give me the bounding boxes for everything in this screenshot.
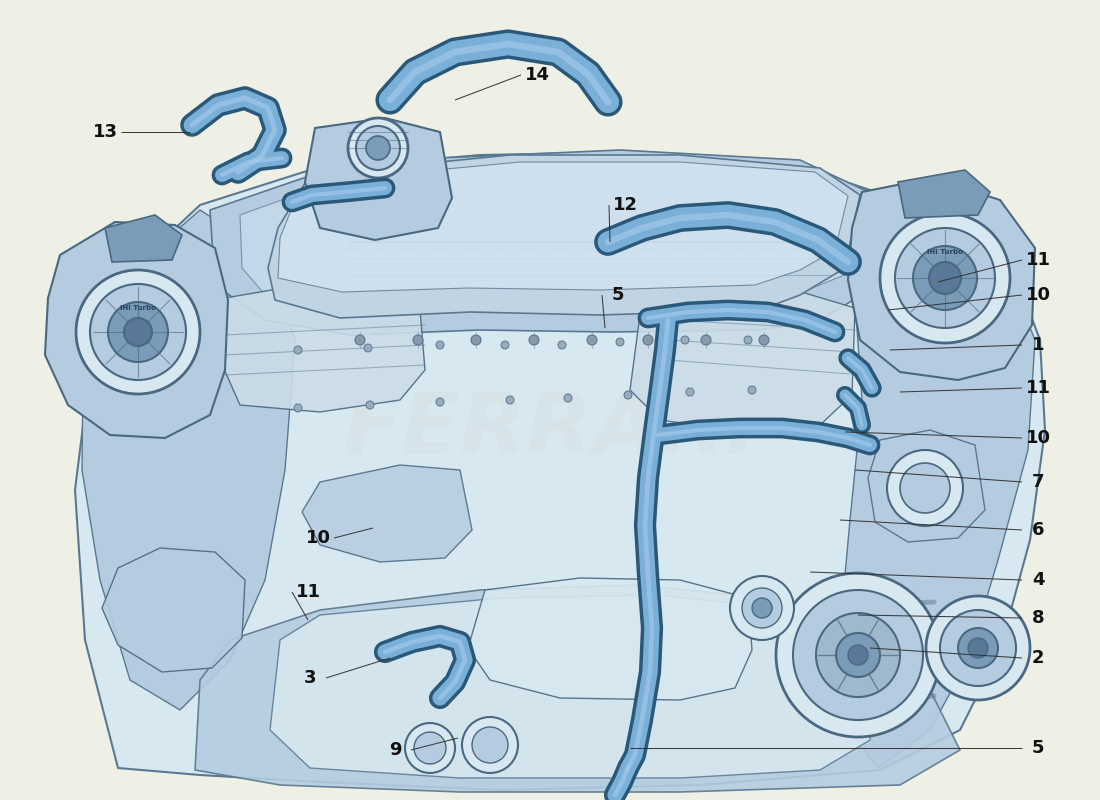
Polygon shape	[868, 430, 985, 542]
Polygon shape	[195, 585, 960, 792]
Polygon shape	[898, 170, 990, 218]
Circle shape	[742, 588, 782, 628]
Polygon shape	[840, 195, 1035, 768]
Circle shape	[752, 598, 772, 618]
Circle shape	[506, 396, 514, 404]
Circle shape	[412, 335, 424, 345]
Text: 8: 8	[1032, 609, 1044, 627]
Text: 11: 11	[1025, 379, 1050, 397]
Circle shape	[895, 228, 996, 328]
Circle shape	[436, 398, 444, 406]
Circle shape	[681, 336, 689, 344]
Circle shape	[887, 450, 962, 526]
Text: 10: 10	[306, 529, 330, 547]
Text: 2: 2	[1032, 649, 1044, 667]
Circle shape	[364, 344, 372, 352]
Text: 11: 11	[296, 583, 320, 601]
Circle shape	[816, 613, 900, 697]
Circle shape	[348, 118, 408, 178]
Text: 4: 4	[1032, 571, 1044, 589]
Polygon shape	[210, 150, 875, 335]
Circle shape	[776, 573, 940, 737]
Text: 14: 14	[525, 66, 550, 84]
Circle shape	[940, 610, 1016, 686]
Circle shape	[124, 318, 152, 346]
Text: 13: 13	[92, 123, 118, 141]
Text: 9: 9	[388, 741, 401, 759]
Circle shape	[90, 284, 186, 380]
Circle shape	[793, 590, 923, 720]
Circle shape	[355, 335, 365, 345]
Circle shape	[462, 717, 518, 773]
Circle shape	[472, 727, 508, 763]
Circle shape	[564, 394, 572, 402]
Circle shape	[644, 335, 653, 345]
Circle shape	[759, 335, 769, 345]
Circle shape	[414, 732, 446, 764]
Polygon shape	[270, 595, 870, 778]
Polygon shape	[278, 162, 848, 292]
Text: 10: 10	[1025, 429, 1050, 447]
Polygon shape	[104, 215, 182, 262]
Circle shape	[558, 341, 566, 349]
Circle shape	[744, 336, 752, 344]
Text: FERRARI: FERRARI	[342, 389, 758, 471]
Circle shape	[366, 401, 374, 409]
Circle shape	[294, 346, 302, 354]
Circle shape	[294, 404, 302, 412]
Circle shape	[471, 335, 481, 345]
Circle shape	[958, 628, 998, 668]
Circle shape	[500, 341, 509, 349]
Circle shape	[686, 388, 694, 396]
Circle shape	[913, 246, 977, 310]
Polygon shape	[220, 280, 425, 412]
Circle shape	[587, 335, 597, 345]
Circle shape	[405, 723, 455, 773]
Polygon shape	[302, 465, 472, 562]
Text: IHI Turbo: IHI Turbo	[927, 249, 962, 255]
Polygon shape	[630, 282, 855, 432]
Circle shape	[748, 386, 756, 394]
Polygon shape	[468, 578, 752, 700]
Text: IHI Turbo: IHI Turbo	[120, 305, 156, 311]
Polygon shape	[82, 210, 295, 710]
Circle shape	[848, 645, 868, 665]
Text: 6: 6	[1032, 521, 1044, 539]
Polygon shape	[305, 118, 452, 240]
Circle shape	[624, 391, 632, 399]
Text: 5: 5	[1032, 739, 1044, 757]
Text: 10: 10	[1025, 286, 1050, 304]
Text: 11: 11	[1025, 251, 1050, 269]
Polygon shape	[848, 178, 1035, 380]
Text: 5: 5	[612, 286, 625, 304]
Circle shape	[366, 136, 390, 160]
Circle shape	[76, 270, 200, 394]
Text: 12: 12	[613, 196, 638, 214]
Polygon shape	[75, 152, 1045, 790]
Circle shape	[880, 213, 1010, 343]
Circle shape	[730, 576, 794, 640]
Circle shape	[701, 335, 711, 345]
Circle shape	[836, 633, 880, 677]
Circle shape	[930, 262, 961, 294]
Text: 7: 7	[1032, 473, 1044, 491]
Circle shape	[900, 463, 950, 513]
Text: 3: 3	[304, 669, 317, 687]
Polygon shape	[240, 156, 858, 308]
Text: 1: 1	[1032, 336, 1044, 354]
Polygon shape	[268, 155, 860, 318]
Polygon shape	[102, 548, 245, 672]
Circle shape	[616, 338, 624, 346]
Circle shape	[356, 126, 400, 170]
Polygon shape	[45, 222, 228, 438]
Circle shape	[926, 596, 1030, 700]
Circle shape	[968, 638, 988, 658]
Circle shape	[436, 341, 444, 349]
Circle shape	[529, 335, 539, 345]
Circle shape	[108, 302, 168, 362]
